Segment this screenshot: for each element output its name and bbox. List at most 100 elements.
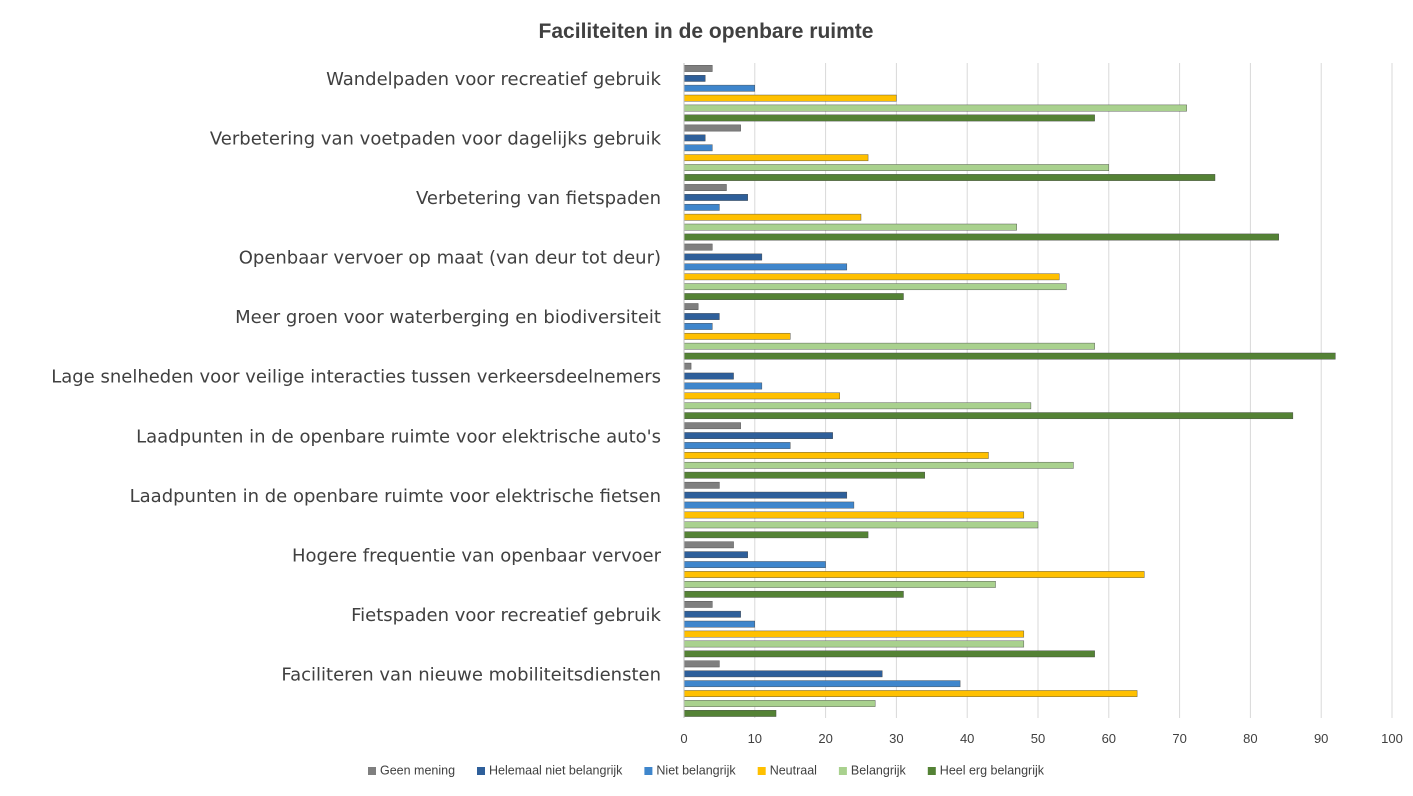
bar-4-8: [683, 511, 1025, 519]
bar-2-6: [683, 372, 734, 380]
bar-4-1: [683, 94, 897, 102]
x-tick-label: 70: [1172, 731, 1186, 746]
legend-swatch: [757, 767, 766, 775]
legend: Geen mening Helemaal niet belangrijk Niet …: [368, 763, 1045, 777]
bar-1-10: [683, 601, 713, 608]
bar-6-2: [683, 174, 1216, 181]
x-tick-label: 90: [1314, 731, 1328, 746]
category-label: Laadpunten in de openbare ruimte voor el…: [136, 426, 661, 447]
bar-2-11: [683, 670, 883, 678]
category-label: Openbaar vervoer op maat (van deur tot d…: [239, 248, 661, 269]
bar-3-8: [683, 501, 855, 509]
bar-3-1: [683, 84, 756, 92]
x-tick-label: 100: [1381, 731, 1403, 746]
bar-5-6: [683, 402, 1032, 410]
bar-1-2: [683, 124, 741, 132]
category-label: Laadpunten in de openbare ruimte voor el…: [130, 486, 661, 507]
bar-2-2: [683, 134, 706, 142]
legend-item: Niet belangrijk: [644, 763, 736, 777]
category-label: Lage snelheden voor veilige interacties …: [51, 367, 661, 388]
bar-6-4: [683, 293, 904, 300]
bar-1-5: [683, 303, 699, 310]
bar-4-11: [683, 690, 1138, 697]
bar-5-8: [683, 521, 1039, 529]
legend-item: Helemaal niet belangrijk: [477, 763, 623, 777]
category-label: Verbetering van fietspaden: [416, 188, 661, 209]
bar-3-10: [683, 620, 756, 628]
category-label: Fietspaden voor recreatief gebruik: [351, 605, 661, 626]
legend-label: Neutraal: [770, 763, 817, 777]
bar-3-5: [683, 323, 713, 330]
bar-5-1: [683, 104, 1187, 112]
bars: [683, 65, 1336, 717]
bar-1-11: [683, 660, 720, 668]
legend-item: Heel erg belangrijk: [927, 763, 1045, 777]
gridlines: [754, 63, 1393, 718]
legend-label: Niet belangrijk: [656, 763, 736, 777]
x-tick-label: 10: [748, 731, 762, 746]
x-tick-label: 30: [889, 731, 903, 746]
bar-5-10: [683, 640, 1025, 648]
bar-6-10: [683, 650, 1095, 658]
category-label: Wandelpaden voor recreatief gebruik: [326, 69, 661, 90]
bar-6-3: [683, 233, 1279, 241]
x-tick-label: 20: [818, 731, 832, 746]
bar-3-9: [683, 561, 826, 568]
bar-3-7: [683, 442, 791, 449]
bar-6-11: [683, 710, 777, 717]
bar-4-9: [683, 571, 1145, 578]
bar-3-3: [683, 203, 720, 211]
bar-2-7: [683, 432, 833, 439]
legend-swatch: [368, 767, 376, 775]
legend-label: Helemaal niet belangrijk: [489, 763, 623, 777]
x-tick-labels: 0 10 20 30 40 50 60 70 80 90 100: [680, 731, 1402, 746]
bar-2-1: [683, 74, 706, 82]
legend-swatch: [927, 767, 936, 775]
bar-3-6: [683, 382, 763, 390]
bar-1-9: [683, 541, 734, 549]
bar-5-5: [683, 342, 1095, 350]
bar-1-7: [683, 422, 741, 430]
bar-1-6: [683, 362, 692, 370]
x-tick-label: 0: [680, 731, 687, 746]
bar-6-8: [683, 531, 869, 539]
bar-4-4: [683, 273, 1060, 281]
category-label: Meer groen voor waterberging en biodiver…: [235, 307, 661, 328]
bar-2-3: [683, 194, 748, 201]
bar-3-4: [683, 263, 848, 271]
bar-5-7: [683, 461, 1074, 469]
bar-6-1: [683, 114, 1095, 122]
bar-3-2: [683, 144, 713, 152]
bar-4-3: [683, 213, 862, 221]
bar-4-10: [683, 630, 1025, 638]
legend-label: Heel erg belangrijk: [940, 763, 1045, 777]
category-label: Faciliteren van nieuwe mobiliteitsdienst…: [281, 665, 661, 686]
bar-1-1: [683, 65, 713, 72]
bar-6-9: [683, 590, 904, 598]
legend-swatch: [477, 767, 485, 775]
bar-4-2: [683, 154, 869, 162]
bar-6-6: [683, 412, 1294, 420]
x-tick-label: 60: [1102, 731, 1116, 746]
legend-item: Belangrijk: [838, 763, 907, 777]
category-label: Verbetering van voetpaden voor dagelijks…: [210, 129, 662, 150]
bar-5-9: [683, 581, 996, 588]
x-tick-label: 50: [1031, 731, 1045, 746]
bar-4-5: [683, 332, 791, 340]
bar-5-11: [683, 700, 876, 707]
bar-6-5: [683, 352, 1336, 360]
bar-3-11: [683, 680, 961, 688]
bar-1-8: [683, 481, 720, 489]
legend-item: Neutraal: [757, 763, 817, 777]
x-tick-label: 80: [1243, 731, 1257, 746]
bar-4-6: [683, 392, 840, 400]
x-tick-label: 40: [960, 731, 974, 746]
bar-1-4: [683, 243, 713, 251]
bar-2-9: [683, 551, 748, 559]
bar-1-3: [683, 184, 727, 191]
bar-6-7: [683, 471, 925, 479]
category-labels: Wandelpaden voor recreatief gebruik Verbe…: [51, 69, 661, 686]
bar-2-8: [683, 491, 848, 499]
bar-2-10: [683, 610, 741, 618]
